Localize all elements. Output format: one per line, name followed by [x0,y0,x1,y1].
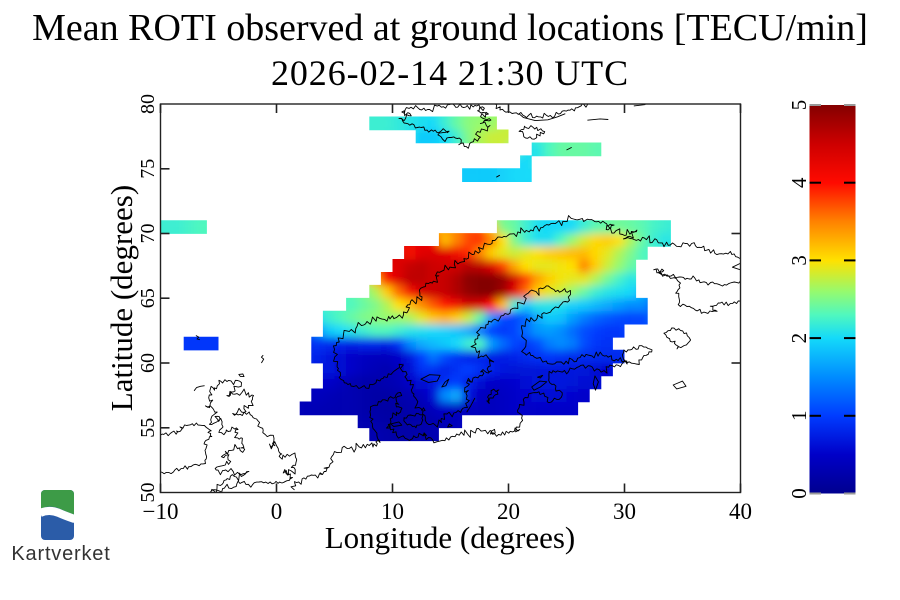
svg-text:55: 55 [137,418,159,438]
svg-text:60: 60 [137,353,159,373]
svg-text:Latitude (degrees): Latitude (degrees) [104,185,139,411]
svg-text:1: 1 [787,411,811,422]
svg-text:Mean ROTI observed at ground l: Mean ROTI observed at ground locations [… [32,7,868,49]
svg-text:65: 65 [137,288,159,308]
svg-text:2026-02-14 21:30 UTC: 2026-02-14 21:30 UTC [271,53,629,93]
svg-text:10: 10 [381,499,404,524]
svg-text:40: 40 [729,499,752,524]
svg-text:Kartverket: Kartverket [11,543,110,565]
svg-text:0: 0 [271,499,283,524]
svg-text:50: 50 [137,483,159,503]
svg-text:80: 80 [137,94,159,114]
svg-text:0: 0 [787,488,811,499]
svg-text:70: 70 [137,224,159,244]
svg-text:Longitude (degrees): Longitude (degrees) [325,520,575,555]
svg-text:20: 20 [497,499,520,524]
svg-text:2: 2 [787,333,811,344]
svg-text:5: 5 [787,100,811,111]
svg-text:−10: −10 [143,499,179,524]
svg-text:75: 75 [137,159,159,179]
svg-text:3: 3 [787,255,811,266]
svg-text:4: 4 [787,177,811,188]
svg-text:30: 30 [613,499,636,524]
